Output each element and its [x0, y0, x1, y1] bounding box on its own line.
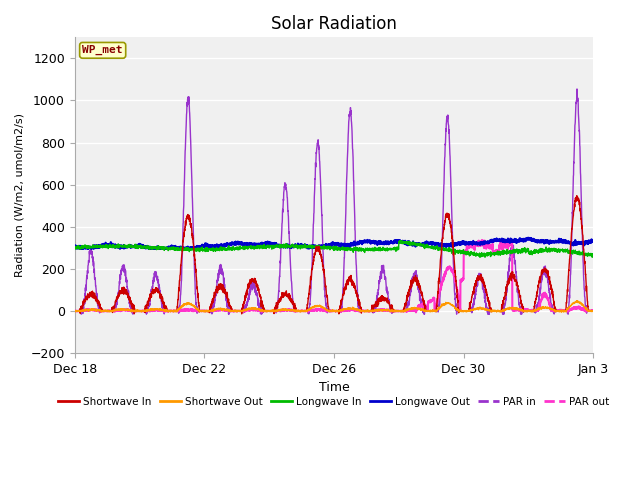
Shortwave Out	[71, 308, 79, 314]
Legend: Shortwave In, Shortwave Out, Longwave In, Longwave Out, PAR in, PAR out: Shortwave In, Shortwave Out, Longwave In…	[54, 393, 614, 411]
PAR out	[580, 306, 588, 312]
PAR out	[130, 308, 138, 314]
Shortwave Out	[98, 309, 106, 315]
Shortwave Out	[292, 307, 300, 312]
Line: PAR out: PAR out	[75, 239, 593, 312]
PAR in	[524, 308, 531, 314]
Shortwave In	[573, 193, 580, 199]
Shortwave Out	[270, 309, 278, 314]
Shortwave Out	[130, 308, 138, 313]
Shortwave In	[335, 311, 342, 317]
Line: Shortwave Out: Shortwave Out	[75, 301, 593, 312]
PAR out	[524, 307, 531, 312]
Longwave In	[71, 246, 79, 252]
Line: Shortwave In: Shortwave In	[75, 196, 593, 314]
Shortwave In	[71, 308, 79, 314]
Shortwave In	[161, 302, 168, 308]
Longwave Out	[270, 243, 278, 249]
Shortwave In	[589, 308, 597, 314]
PAR in	[580, 268, 588, 274]
PAR in	[292, 308, 300, 314]
Longwave In	[130, 244, 138, 250]
PAR out	[161, 308, 168, 314]
Longwave In	[580, 251, 588, 257]
Longwave Out	[130, 244, 138, 250]
PAR in	[161, 308, 168, 313]
Longwave In	[524, 245, 531, 251]
PAR out	[506, 236, 514, 242]
Line: PAR in: PAR in	[75, 89, 593, 314]
PAR in	[71, 308, 79, 314]
X-axis label: Time: Time	[319, 382, 349, 395]
PAR out	[292, 309, 300, 314]
Longwave Out	[524, 235, 532, 240]
PAR in	[270, 308, 278, 314]
PAR in	[130, 308, 138, 314]
Shortwave In	[524, 308, 531, 314]
Longwave Out	[580, 240, 588, 245]
Longwave Out	[77, 246, 85, 252]
PAR in	[77, 311, 85, 317]
PAR out	[589, 308, 597, 314]
Shortwave Out	[573, 298, 580, 304]
Longwave In	[396, 238, 404, 243]
PAR out	[412, 310, 420, 315]
Line: Longwave Out: Longwave Out	[75, 238, 593, 249]
Longwave Out	[292, 243, 300, 249]
Longwave In	[292, 244, 300, 250]
PAR out	[269, 308, 277, 314]
Text: WP_met: WP_met	[83, 45, 123, 56]
Line: Longwave In: Longwave In	[75, 240, 593, 257]
PAR out	[71, 308, 79, 314]
Longwave In	[161, 246, 168, 252]
Longwave Out	[524, 236, 531, 241]
Longwave In	[589, 252, 597, 258]
Shortwave Out	[580, 302, 588, 308]
Shortwave In	[580, 245, 588, 251]
PAR in	[589, 308, 597, 314]
Longwave Out	[71, 243, 79, 249]
Shortwave Out	[589, 308, 597, 314]
Longwave In	[269, 243, 277, 249]
Shortwave Out	[161, 307, 168, 313]
Longwave In	[476, 254, 484, 260]
PAR in	[573, 86, 581, 92]
Longwave Out	[589, 238, 597, 244]
Shortwave In	[292, 307, 300, 312]
Shortwave In	[130, 309, 138, 314]
Shortwave Out	[524, 308, 531, 314]
Y-axis label: Radiation (W/m2, umol/m2/s): Radiation (W/m2, umol/m2/s)	[15, 113, 25, 277]
Longwave Out	[161, 245, 168, 251]
Title: Solar Radiation: Solar Radiation	[271, 15, 397, 33]
Shortwave In	[269, 308, 277, 314]
